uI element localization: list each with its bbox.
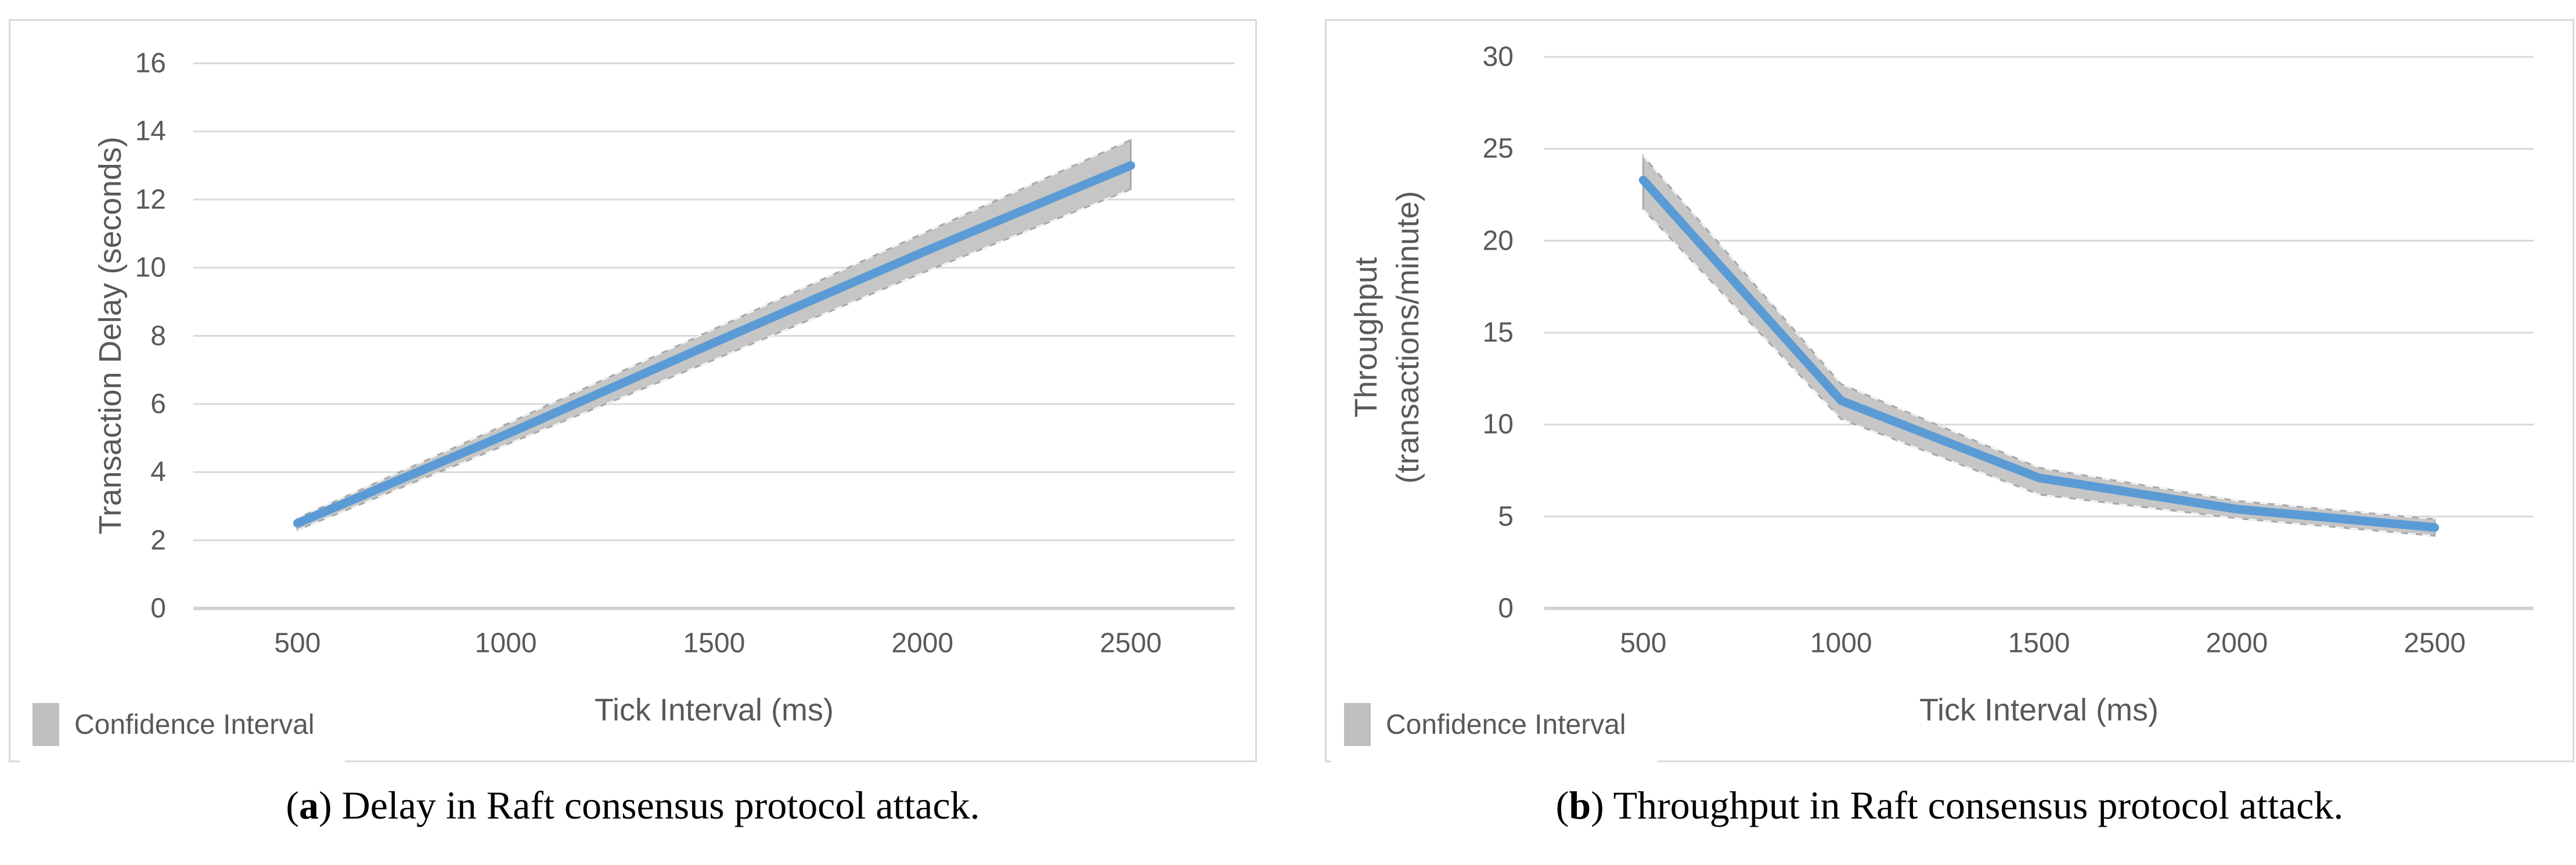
y-tick-label: 12 bbox=[135, 184, 166, 215]
y-tick-label: 20 bbox=[1482, 225, 1514, 257]
x-tick-label: 1000 bbox=[474, 628, 537, 659]
y-tick-label: 6 bbox=[150, 388, 166, 420]
x-tick-label: 500 bbox=[274, 628, 321, 659]
chart-panel-throughput: Tick Interval (ms) Confidence Interval 0… bbox=[1325, 19, 2574, 766]
caption-b: (b) Throughput in Raft consensus protoco… bbox=[1556, 783, 2344, 828]
x-tick-label: 2000 bbox=[891, 628, 954, 659]
band-lower-edge bbox=[297, 188, 1132, 531]
x-tick-label: 1500 bbox=[2008, 628, 2070, 659]
caption-b-index: (b) bbox=[1555, 783, 1604, 827]
y-tick-label: 10 bbox=[1482, 409, 1514, 440]
caption-a-index: (a) bbox=[286, 783, 332, 827]
y-tick-label: 30 bbox=[1482, 41, 1514, 73]
x-tick-label: 2000 bbox=[2206, 628, 2268, 659]
y-tick-label: 15 bbox=[1482, 317, 1514, 348]
x-tick-label: 1000 bbox=[1810, 628, 1872, 659]
x-axis-title-delay: Tick Interval (ms) bbox=[594, 693, 834, 727]
y-tick-label: 8 bbox=[150, 320, 166, 351]
x-tick-label: 1500 bbox=[683, 628, 745, 659]
legend-label: Confidence Interval bbox=[1386, 709, 1626, 740]
band-lower-edge bbox=[1642, 208, 2435, 537]
x-tick-label: 500 bbox=[1620, 628, 1667, 659]
band-upper-edge bbox=[297, 139, 1132, 519]
legend-confidence-interval: Confidence Interval bbox=[1331, 683, 1658, 766]
data-line-transaction-delay bbox=[293, 161, 1136, 528]
caption-b-text: Throughput in Raft consensus protocol at… bbox=[1613, 783, 2344, 827]
y-tick-label: 0 bbox=[1498, 593, 1514, 624]
x-tick-label: 2500 bbox=[2404, 628, 2466, 659]
band-upper-edge bbox=[1642, 156, 2435, 520]
data-line-throughput bbox=[1638, 175, 2440, 532]
confidence-interval-swatch bbox=[33, 703, 59, 746]
y-axis-title-line: (transactions/minute) bbox=[1390, 190, 1425, 484]
confidence-interval-swatch bbox=[1344, 703, 1371, 746]
y-tick-label: 10 bbox=[135, 252, 166, 283]
throughput-chart-plot bbox=[1544, 56, 2534, 610]
y-tick-label: 2 bbox=[150, 525, 166, 556]
y-tick-label: 5 bbox=[1498, 501, 1514, 532]
x-tick-label: 2500 bbox=[1100, 628, 1162, 659]
y-axis-title-delay: Transaction Delay (seconds) bbox=[93, 136, 128, 535]
y-axis-title-line: Throughput bbox=[1349, 257, 1384, 418]
chart-panel-delay: Transaction Delay (seconds) Tick Interva… bbox=[9, 19, 1257, 766]
y-tick-label: 4 bbox=[150, 456, 166, 488]
y-tick-label: 0 bbox=[150, 593, 166, 624]
y-tick-label: 16 bbox=[135, 48, 166, 79]
delay-chart-plot bbox=[193, 62, 1235, 610]
caption-a-text: Delay in Raft consensus protocol attack. bbox=[341, 783, 980, 827]
legend-confidence-interval: Confidence Interval bbox=[20, 683, 345, 766]
x-axis-title-throughput: Tick Interval (ms) bbox=[1919, 693, 2159, 727]
y-tick-label: 25 bbox=[1482, 133, 1514, 164]
legend-label: Confidence Interval bbox=[74, 709, 315, 740]
caption-a: (a) Delay in Raft consensus protocol att… bbox=[286, 783, 979, 828]
y-tick-label: 14 bbox=[135, 116, 166, 147]
